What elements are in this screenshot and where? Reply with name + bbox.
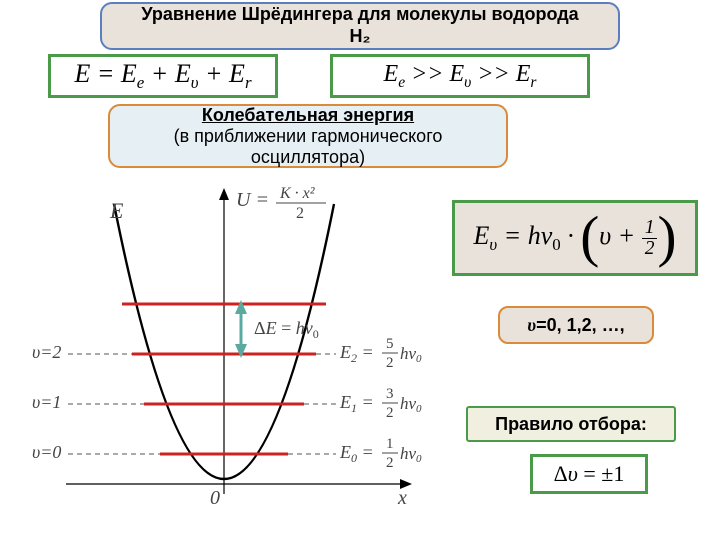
- svg-text:ΔE = hν0: ΔE = hν0: [254, 318, 319, 341]
- v-values-text: =0, 1,2, …,: [536, 315, 625, 335]
- svg-text:1: 1: [386, 436, 394, 452]
- svg-text:U =: U =: [236, 189, 269, 211]
- v-values-box: υ=0, 1,2, …,: [498, 306, 654, 344]
- subtitle-line1: Колебательная энергия: [202, 105, 414, 126]
- svg-text:E0 =: E0 =: [339, 442, 374, 465]
- svg-text:x: x: [397, 487, 407, 509]
- svg-text:0: 0: [210, 487, 220, 509]
- subtitle-box: Колебательная энергия (в приближении гар…: [108, 104, 508, 168]
- equation-energy-order: Ee >> Eυ >> Er: [330, 54, 590, 98]
- title-box: Уравнение Шрёдингера для молекулы водоро…: [100, 2, 620, 50]
- svg-text:2: 2: [386, 355, 394, 371]
- svg-text:2: 2: [386, 455, 394, 471]
- svg-text:hν0: hν0: [400, 444, 422, 465]
- oscillator-chart: E x 0 U = K · x² 2 ΔE = hν0 υ=0 υ=1 υ=2 …: [26, 174, 434, 518]
- svg-text:υ=1: υ=1: [32, 392, 61, 412]
- svg-text:hν0: hν0: [400, 344, 422, 365]
- svg-text:υ=0: υ=0: [32, 442, 61, 462]
- subtitle-line2: (в приближении гармонического: [174, 126, 443, 147]
- svg-text:υ=2: υ=2: [32, 342, 61, 362]
- svg-text:2: 2: [386, 405, 394, 421]
- svg-text:K · x²: K · x²: [279, 185, 316, 202]
- equation-total-energy: E = Ee + Eυ + Er: [48, 54, 278, 98]
- svg-text:3: 3: [386, 386, 394, 402]
- svg-text:2: 2: [296, 205, 304, 222]
- svg-text:5: 5: [386, 336, 394, 352]
- svg-text:E1 =: E1 =: [339, 392, 374, 415]
- selection-rule-equation: Δυ = ±1: [530, 454, 648, 494]
- selection-rule-label: Правило отбора:: [466, 406, 676, 442]
- svg-text:E: E: [109, 198, 124, 223]
- subtitle-line3: осциллятора): [251, 147, 365, 168]
- svg-text:E2 =: E2 =: [339, 342, 374, 365]
- title-line1: Уравнение Шрёдингера для молекулы водоро…: [141, 4, 578, 26]
- svg-text:hν0: hν0: [400, 394, 422, 415]
- title-line2: Н₂: [350, 26, 371, 48]
- equation-vibrational-energy: Eυ = hν0 · (υ + 12): [452, 200, 698, 276]
